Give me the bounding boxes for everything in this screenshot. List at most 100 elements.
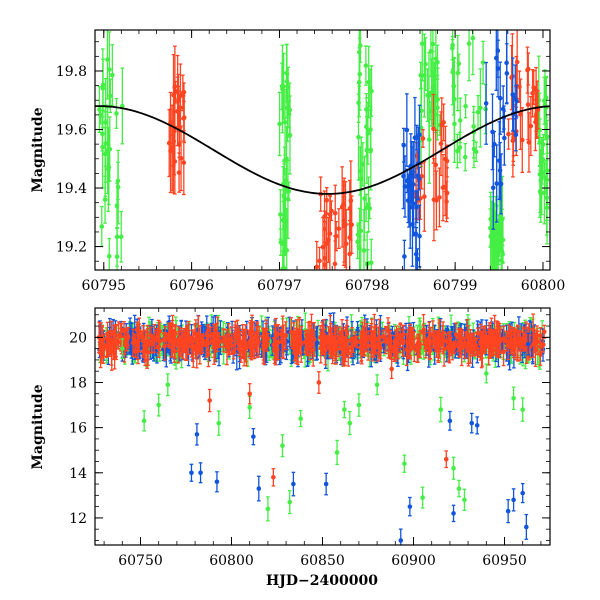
top-blue-point <box>494 144 499 223</box>
top-blue-point <box>513 117 519 152</box>
top-blue-point-marker <box>510 92 516 97</box>
top-red-point-marker <box>329 208 334 214</box>
top-red-point <box>336 208 342 250</box>
top-green-point-marker <box>365 131 371 136</box>
top-red-point-marker <box>437 195 442 200</box>
top-green-point-marker <box>422 73 427 78</box>
top-green-point-marker <box>105 57 110 62</box>
top-green-point-marker <box>470 35 476 41</box>
top-green-point <box>368 109 374 191</box>
top-green-point <box>368 238 374 270</box>
top-green-point-marker <box>356 134 361 140</box>
top-red-point-marker <box>181 160 187 165</box>
top-green-point-marker <box>478 105 483 111</box>
top-red-point <box>441 103 446 142</box>
top-red-point-marker <box>525 102 531 107</box>
top-green-point-marker <box>357 71 363 77</box>
top-green-point <box>115 161 121 201</box>
top-blue-point <box>497 121 502 201</box>
top-green-point-marker <box>498 235 503 241</box>
top-green-point <box>286 181 292 201</box>
top-green-point-marker <box>480 60 486 65</box>
top-panel: 60795 60796 60797 60798 60799 60800 19.2 19.4 19… <box>30 29 566 294</box>
top-green-point-marker <box>283 178 289 184</box>
top-green-point-marker <box>368 260 374 265</box>
top-blue-point-marker <box>417 233 422 239</box>
top-green-point <box>100 58 106 112</box>
top-green-point <box>278 228 284 256</box>
top-xtick-label: 60795 <box>82 278 127 294</box>
top-green-point-marker <box>430 41 436 47</box>
top-blue-point <box>504 30 509 105</box>
top-red-point <box>320 216 326 270</box>
top-green-point-marker <box>102 197 108 202</box>
top-red-point <box>420 129 426 148</box>
top-blue-point-marker <box>497 168 503 173</box>
top-green-point <box>428 30 434 78</box>
top-xtick-label: 60800 <box>521 278 566 294</box>
top-red-point <box>518 78 523 151</box>
top-green-point <box>114 227 120 270</box>
top-green-point <box>367 197 372 220</box>
top-red-point <box>433 129 439 201</box>
top-red-point-marker <box>434 198 439 203</box>
top-red-point <box>422 161 427 232</box>
top-blue-point <box>417 204 422 268</box>
top-blue-point <box>411 170 416 237</box>
top-blue-point-marker <box>497 158 502 163</box>
top-red-point-marker <box>339 204 345 210</box>
top-green-point-marker <box>362 196 367 201</box>
top-blue-point <box>502 110 507 166</box>
top-red-point-marker <box>506 131 511 137</box>
top-green-point-marker <box>277 121 282 127</box>
top-green-point-marker <box>419 41 425 46</box>
top-green-point-marker <box>115 178 121 184</box>
top-data-layer <box>95 30 550 270</box>
top-green-point-marker <box>118 234 124 240</box>
top-red-point-marker <box>336 226 342 231</box>
top-blue-point-marker <box>497 95 503 101</box>
top-red-point-marker <box>317 258 322 264</box>
top-blue-point-marker <box>414 135 419 140</box>
top-green-point-marker <box>355 232 361 238</box>
top-red-point-marker <box>441 120 446 125</box>
top-green-point-marker <box>488 216 493 222</box>
top-red-point <box>322 210 328 248</box>
top-green-point <box>542 69 548 141</box>
top-green-point-marker <box>367 206 372 211</box>
top-red-point-marker <box>514 59 520 65</box>
top-green-point-marker <box>106 253 112 259</box>
top-blue-point <box>495 30 501 78</box>
top-red-point <box>180 74 186 112</box>
top-green-point-marker <box>285 105 290 111</box>
top-green-point-marker <box>428 49 434 54</box>
top-red-point-marker <box>526 140 532 145</box>
top-green-point-marker <box>280 217 286 223</box>
top-green-point <box>364 93 369 126</box>
top-green-point-marker <box>428 108 434 114</box>
top-green-point <box>456 53 462 74</box>
top-green-point <box>466 30 472 82</box>
top-red-point-marker <box>171 139 177 144</box>
top-green-point-marker <box>279 84 285 89</box>
top-ytick-label: 19.6 <box>56 123 87 139</box>
top-red-point-marker <box>433 162 439 168</box>
top-green-point <box>457 97 463 144</box>
top-green-point <box>118 210 124 263</box>
top-ytick-label: 19.2 <box>56 240 87 256</box>
top-red-point-marker <box>420 136 426 141</box>
top-panel-frame <box>94 29 551 271</box>
top-red-point-marker <box>332 261 338 267</box>
top-green-point <box>355 222 361 248</box>
top-green-point-marker <box>98 112 103 118</box>
top-green-point <box>106 237 112 270</box>
top-red-point <box>439 97 445 153</box>
top-green-point-marker <box>363 63 369 68</box>
top-red-point <box>324 186 330 214</box>
top-green-point-marker <box>358 228 364 234</box>
top-red-point <box>339 166 345 248</box>
top-blue-point-marker <box>401 173 406 179</box>
top-green-point <box>478 68 483 148</box>
top-red-point <box>324 213 329 270</box>
top-green-point-marker <box>433 56 439 62</box>
